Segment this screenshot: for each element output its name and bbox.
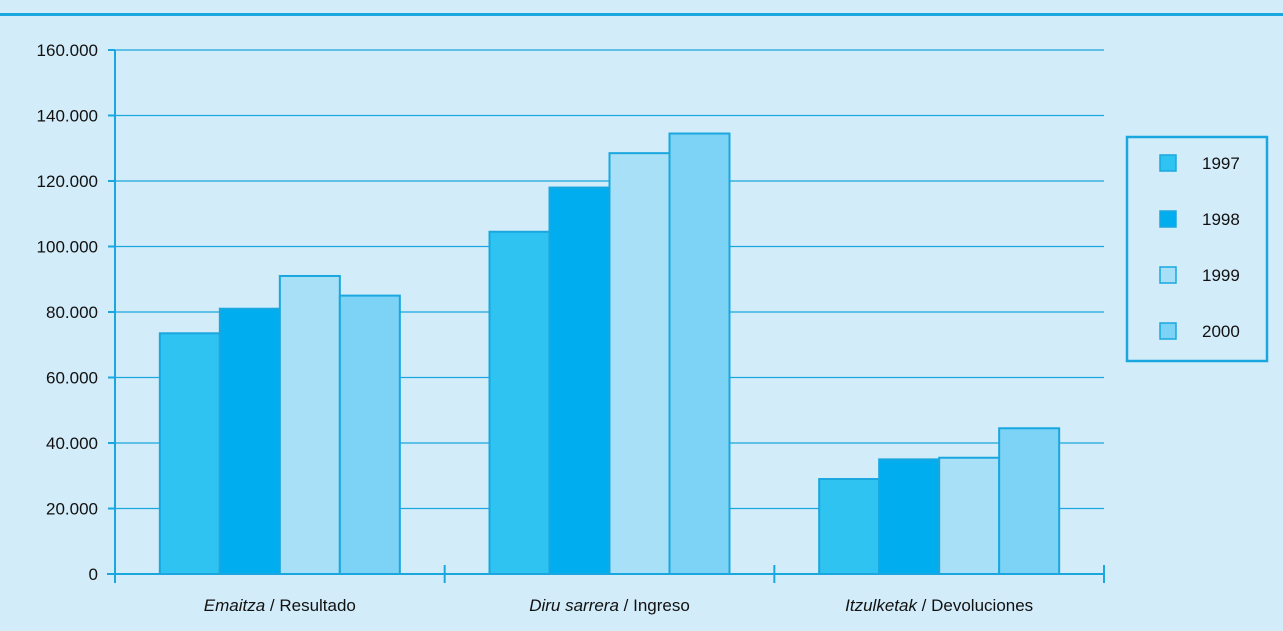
bar xyxy=(548,186,611,576)
legend-label: 1998 xyxy=(1202,210,1240,229)
bar xyxy=(158,332,221,575)
bar xyxy=(878,458,941,575)
legend-swatch xyxy=(1159,154,1177,172)
y-tick-label: 40.000 xyxy=(46,434,98,453)
axes xyxy=(107,49,1105,583)
bars xyxy=(158,132,1061,576)
axis-labels: 0 20.000 40.000 60.000 80.000 100.000 120.000 1… xyxy=(37,41,1034,615)
bar xyxy=(818,478,881,575)
y-tick-label: 0 xyxy=(89,565,98,584)
legend-label: 1997 xyxy=(1202,154,1240,173)
y-tick-label: 120.000 xyxy=(37,172,98,191)
bar xyxy=(608,152,671,575)
y-tick-label: 140.000 xyxy=(37,107,98,126)
y-tick-label: 80.000 xyxy=(46,303,98,322)
bar xyxy=(998,427,1061,576)
bar xyxy=(218,307,281,575)
bar xyxy=(668,132,731,575)
x-category-label: Itzulketak / Devoluciones xyxy=(845,596,1033,615)
legend-swatch xyxy=(1159,322,1177,340)
legend-swatch xyxy=(1159,266,1177,284)
legend-label: 2000 xyxy=(1202,322,1240,341)
bar xyxy=(938,456,1001,575)
legend-label: 1999 xyxy=(1202,266,1240,285)
legend: 1997 1998 1999 2000 xyxy=(1125,135,1269,363)
top-rule xyxy=(0,13,1283,16)
x-category-label: Emaitza / Resultado xyxy=(204,596,356,615)
bar xyxy=(338,294,401,575)
y-tick-label: 100.000 xyxy=(37,238,98,257)
y-tick-label: 160.000 xyxy=(37,41,98,60)
y-tick-label: 60.000 xyxy=(46,369,98,388)
y-tick-label: 20.000 xyxy=(46,500,98,519)
bar xyxy=(488,230,551,575)
x-category-label: Diru sarrera / Ingreso xyxy=(529,596,690,615)
bar xyxy=(278,274,341,575)
legend-box xyxy=(1125,135,1269,363)
legend-swatch xyxy=(1159,210,1177,228)
